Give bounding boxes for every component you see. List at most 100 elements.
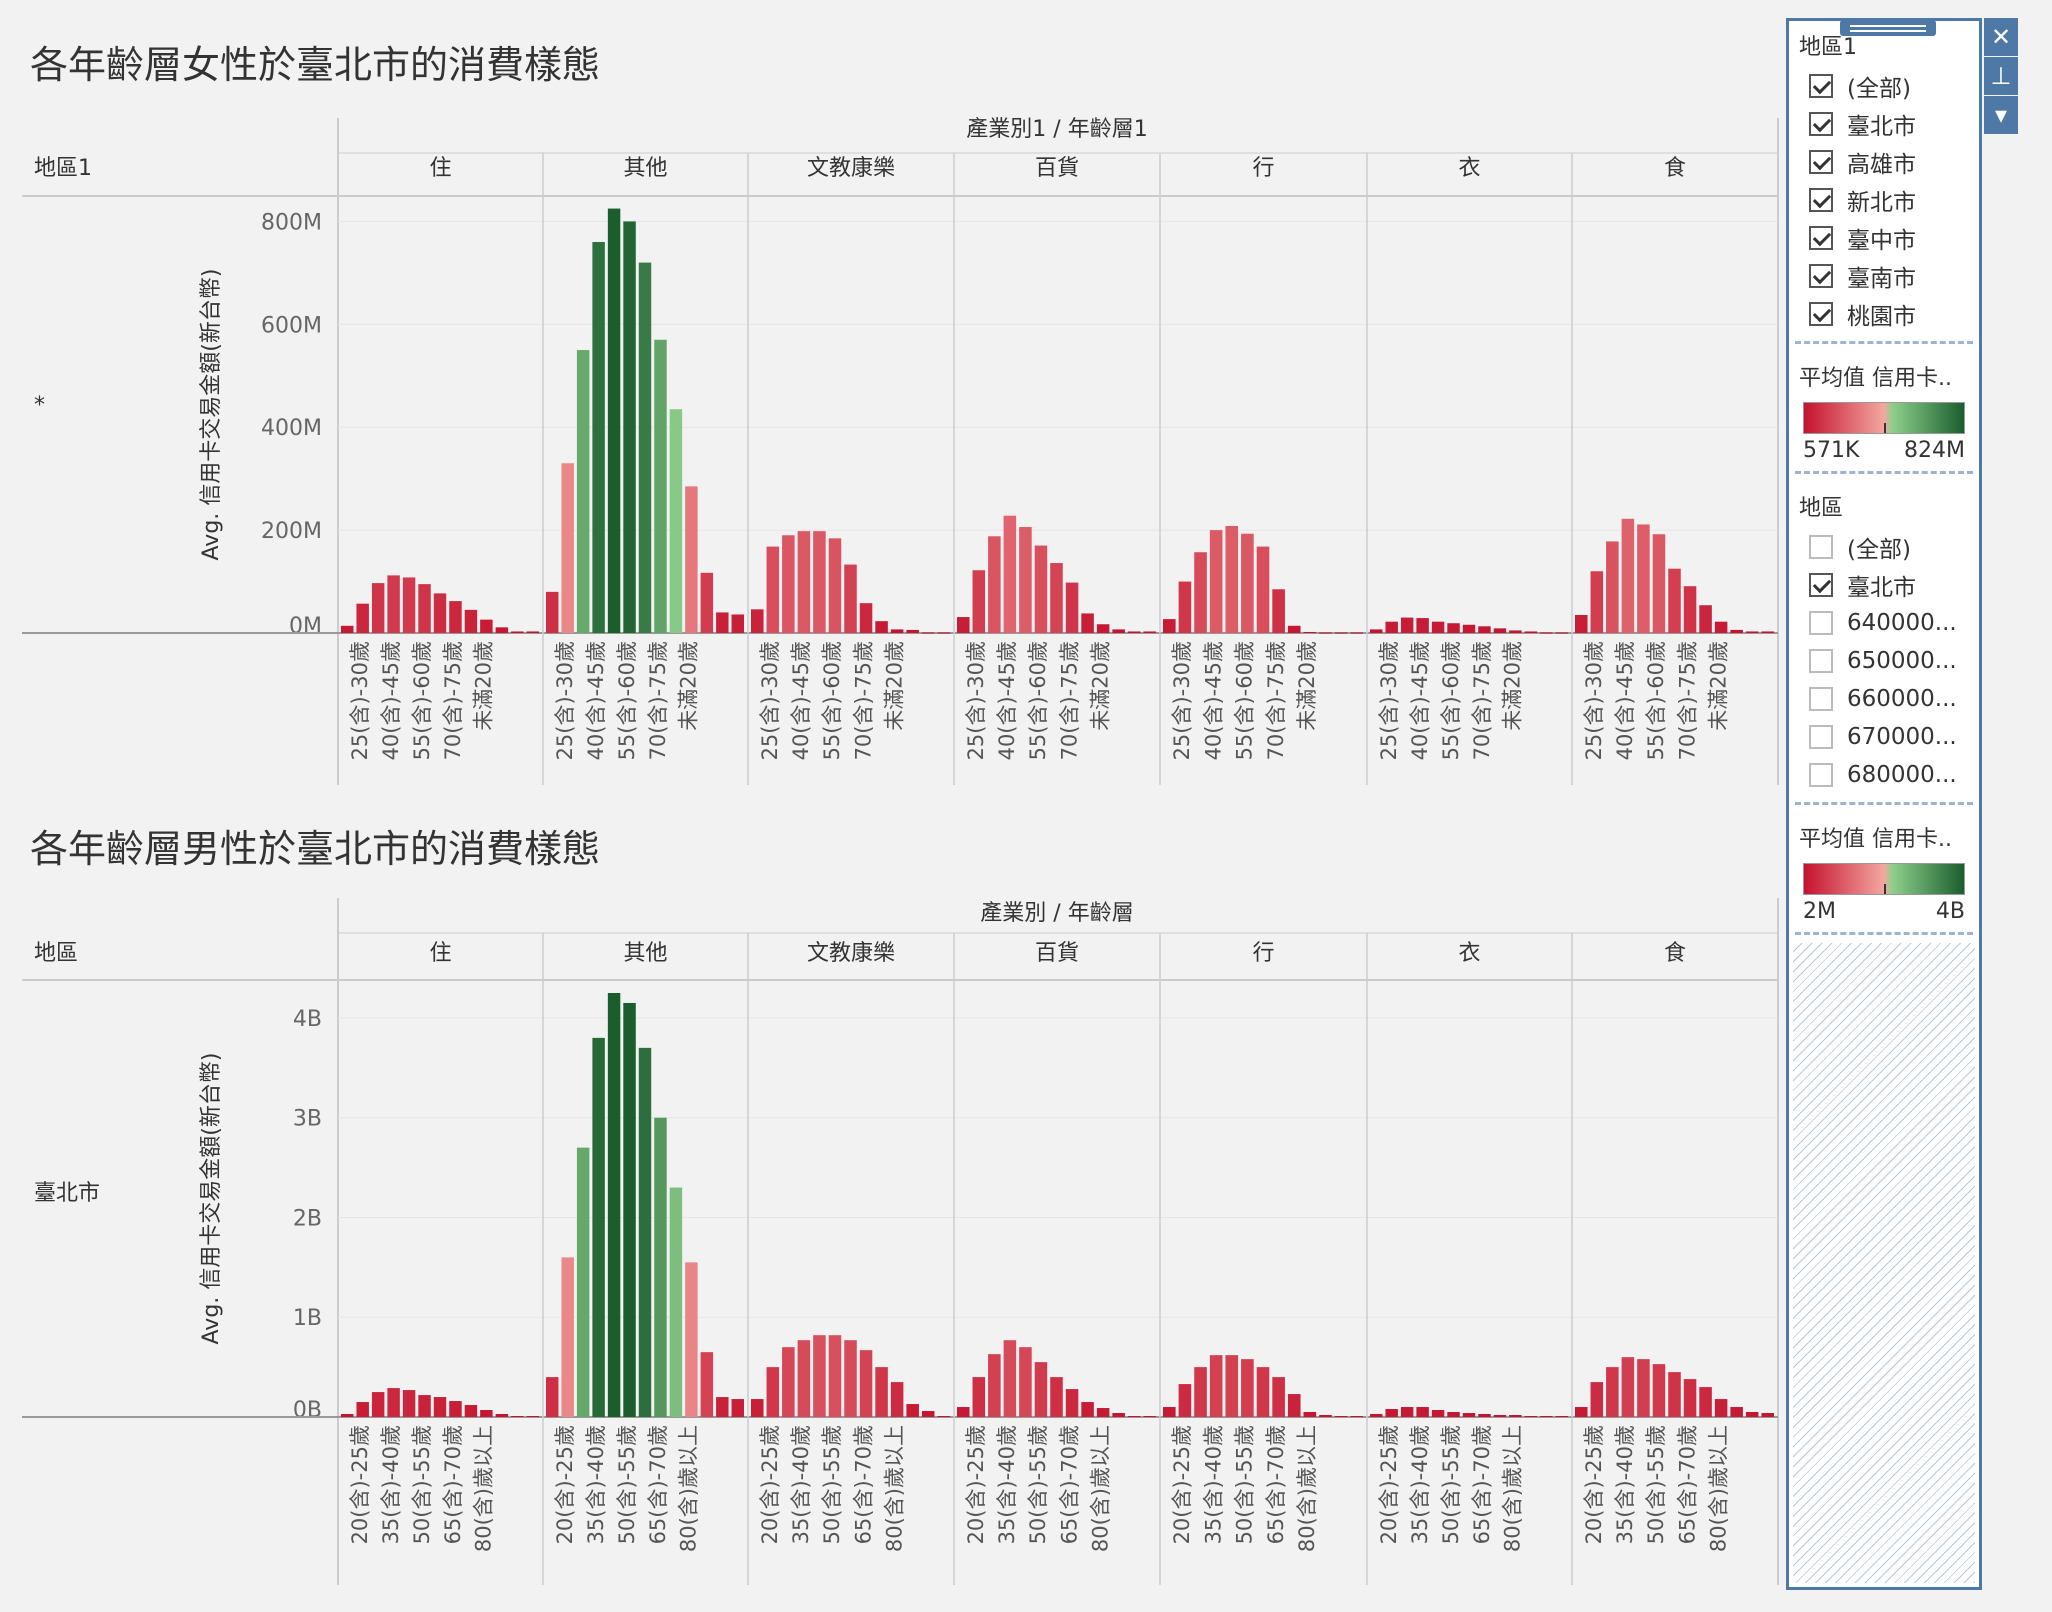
bar xyxy=(1034,545,1048,633)
bar xyxy=(1241,1359,1254,1417)
bar xyxy=(341,625,354,633)
legend1-title: 平均值 信用卡.. xyxy=(1799,366,1952,391)
checkbox-checked-icon[interactable] xyxy=(1809,150,1833,174)
checkbox-unchecked-icon[interactable] xyxy=(1809,535,1833,559)
filter-option[interactable]: 臺北市 xyxy=(1789,566,1979,604)
filter-option[interactable]: (全部) xyxy=(1789,67,1979,105)
legend1-max: 824M xyxy=(1904,438,1965,463)
checkbox-checked-icon[interactable] xyxy=(1809,226,1833,250)
bar xyxy=(1319,1415,1332,1417)
x-tick-label: 50(含)-55歲 xyxy=(410,1425,434,1544)
bar xyxy=(1555,1416,1568,1418)
filter-option[interactable]: 臺中市 xyxy=(1789,219,1979,257)
legend2-min: 2M xyxy=(1803,899,1836,924)
bar xyxy=(402,1390,416,1417)
panel-header: 其他 xyxy=(623,941,667,966)
bar xyxy=(906,629,919,633)
y-tick-label: 400M xyxy=(261,416,322,441)
bar xyxy=(890,629,904,633)
y-tick-label: 200M xyxy=(261,519,322,544)
filter-option[interactable]: 臺南市 xyxy=(1789,257,1979,295)
bar xyxy=(1524,631,1538,633)
drag-handle-icon[interactable] xyxy=(1840,20,1936,36)
filter-option-label: 桃園市 xyxy=(1847,304,1916,330)
bar xyxy=(526,631,539,633)
bar xyxy=(1621,1357,1635,1417)
bar xyxy=(972,1377,986,1417)
filter-option[interactable]: 桃園市 xyxy=(1789,295,1979,333)
checkbox-unchecked-icon[interactable] xyxy=(1809,763,1833,787)
bar xyxy=(669,409,683,633)
x-tick-label: 40(含)-45歲 xyxy=(1613,641,1637,760)
bar xyxy=(592,1037,605,1417)
bar xyxy=(1745,631,1759,633)
filter-option-label: 650000... xyxy=(1847,648,1957,674)
filter-option[interactable]: 670000... xyxy=(1789,718,1979,756)
x-tick-label: 80(含)歲以上 xyxy=(1501,1425,1525,1552)
checkbox-unchecked-icon[interactable] xyxy=(1809,687,1833,711)
bar xyxy=(1652,534,1666,633)
x-tick-label: 20(含)-25歲 xyxy=(348,1425,372,1544)
filter-option[interactable]: 高雄市 xyxy=(1789,143,1979,181)
bar xyxy=(480,1410,493,1417)
checkbox-checked-icon[interactable] xyxy=(1809,188,1833,212)
checkbox-unchecked-icon[interactable] xyxy=(1809,611,1833,635)
checkbox-checked-icon[interactable] xyxy=(1809,302,1833,326)
filter-option[interactable]: 臺北市 xyxy=(1789,105,1979,143)
x-tick-label: 35(含)-40歲 xyxy=(379,1425,403,1544)
legend2-range: 2M 4B xyxy=(1789,895,1979,924)
bar xyxy=(1668,568,1681,633)
bar xyxy=(449,601,462,633)
bar xyxy=(1272,1377,1285,1417)
bar xyxy=(1034,1362,1048,1417)
bar xyxy=(1540,632,1553,634)
x-tick-label: 65(含)-70歲 xyxy=(646,1425,670,1544)
bar xyxy=(1761,1413,1774,1417)
filter-option[interactable]: 660000... xyxy=(1789,680,1979,718)
bar xyxy=(1096,1408,1110,1417)
x-tick-label: 65(含)-70歲 xyxy=(1470,1425,1494,1544)
bar xyxy=(623,1002,636,1417)
panel-header: 住 xyxy=(429,941,451,966)
bar xyxy=(1081,1402,1094,1417)
bar xyxy=(1225,1355,1239,1417)
checkbox-checked-icon[interactable] xyxy=(1809,264,1833,288)
x-tick-label: 20(含)-25歲 xyxy=(553,1425,577,1544)
checkbox-checked-icon[interactable] xyxy=(1809,573,1833,597)
pin-icon[interactable]: ⊥ xyxy=(1984,57,2018,95)
bar xyxy=(1065,1389,1079,1417)
bar xyxy=(1540,1416,1553,1418)
bar xyxy=(782,1347,795,1417)
divider xyxy=(1795,802,1973,805)
bar xyxy=(988,1354,1001,1417)
bar xyxy=(1385,1409,1398,1417)
bar xyxy=(1370,629,1383,633)
filter-option[interactable]: (全部) xyxy=(1789,528,1979,566)
bar xyxy=(1637,524,1650,633)
bar xyxy=(1385,621,1398,633)
x-tick-label: 35(含)-40歲 xyxy=(1201,1425,1225,1544)
bar xyxy=(859,603,873,633)
x-tick-label: 55(含)-60歲 xyxy=(1644,641,1668,760)
x-tick-label: 35(含)-40歲 xyxy=(995,1425,1019,1544)
x-tick-label: 55(含)-60歲 xyxy=(615,641,639,760)
bar xyxy=(937,632,950,634)
bar xyxy=(511,631,524,633)
checkbox-unchecked-icon[interactable] xyxy=(1809,725,1833,749)
checkbox-unchecked-icon[interactable] xyxy=(1809,649,1833,673)
bar xyxy=(1699,1387,1712,1417)
dropdown-icon[interactable]: ▾ xyxy=(1984,96,2018,134)
checkbox-checked-icon[interactable] xyxy=(1809,74,1833,98)
filter-option[interactable]: 680000... xyxy=(1789,756,1979,794)
bar xyxy=(480,619,493,633)
close-icon[interactable]: ✕ xyxy=(1984,18,2018,56)
divider xyxy=(1795,341,1973,344)
filter-option[interactable]: 新北市 xyxy=(1789,181,1979,219)
column-header: 產業別1 / 年齡層1 xyxy=(966,117,1147,142)
x-tick-label: 未滿20歲 xyxy=(1295,641,1319,731)
checkbox-checked-icon[interactable] xyxy=(1809,112,1833,136)
filter-option[interactable]: 650000... xyxy=(1789,642,1979,680)
bar xyxy=(731,614,744,633)
bar xyxy=(1209,530,1223,633)
filter-option[interactable]: 640000... xyxy=(1789,604,1979,642)
